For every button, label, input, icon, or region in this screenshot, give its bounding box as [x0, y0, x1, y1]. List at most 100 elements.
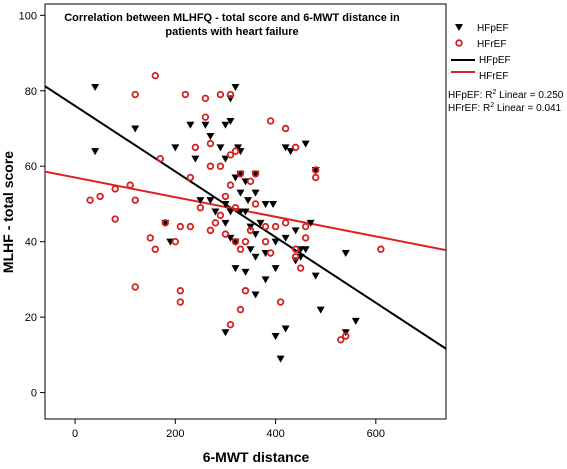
x-tick-label: 400	[266, 428, 284, 440]
data-point	[131, 283, 139, 291]
data-point	[191, 155, 200, 163]
data-point	[151, 245, 159, 253]
data-point	[111, 185, 119, 193]
data-point	[311, 166, 320, 174]
data-point	[186, 222, 195, 231]
data-point	[296, 264, 305, 272]
data-point	[191, 143, 200, 152]
data-point	[261, 276, 270, 284]
data-point	[291, 143, 300, 152]
data-point	[216, 211, 225, 219]
data-point	[291, 227, 300, 235]
hfref-r-squared-prefix: HFrEF: R	[448, 103, 490, 114]
legend-hfref-marker	[455, 39, 463, 47]
data-point	[221, 200, 230, 208]
y-tick-label: 60	[25, 161, 37, 173]
legend: HFpEF HFrEF HFpEF HFrEF HFpEF: R2 Linear…	[448, 23, 564, 114]
data-point	[186, 173, 195, 182]
data-point	[216, 162, 225, 170]
data-point	[231, 84, 240, 91]
y-axis-title: MLHF - total score	[0, 151, 16, 273]
data-point	[301, 246, 310, 254]
data-point	[281, 325, 290, 333]
data-point	[251, 231, 260, 239]
legend-hfpef-marker-label: HFpEF	[477, 23, 509, 34]
data-point	[221, 230, 230, 238]
fit-line-hfpef	[45, 85, 446, 350]
data-point	[231, 204, 240, 212]
data-point	[261, 200, 270, 208]
data-point	[246, 177, 255, 186]
data-point	[226, 117, 235, 125]
data-point	[342, 332, 350, 340]
x-tick-label: 200	[166, 428, 184, 440]
data-point	[291, 253, 300, 261]
data-point	[251, 170, 260, 178]
data-point	[206, 226, 215, 235]
hfref-r-squared: HFrEF: R2 Linear = 0.041	[448, 102, 562, 114]
data-point	[276, 355, 285, 363]
data-point	[251, 253, 260, 261]
y-tick-label: 100	[19, 10, 37, 22]
legend-hfref-marker-label: HFrEF	[477, 39, 506, 50]
data-point	[301, 140, 310, 148]
data-point	[261, 237, 270, 246]
data-point	[176, 298, 185, 306]
data-point	[221, 192, 230, 201]
data-point	[236, 245, 245, 253]
data-point	[221, 121, 230, 129]
data-point	[226, 90, 235, 99]
hfpef-r-squared-prefix: HFpEF: R	[448, 90, 492, 101]
hfpef-r-squared: HFpEF: R2 Linear = 0.250	[448, 89, 564, 101]
data-point	[171, 144, 180, 152]
data-point	[377, 245, 385, 253]
data-point	[286, 148, 295, 156]
data-point	[211, 219, 220, 227]
data-point	[236, 208, 245, 216]
data-point	[241, 287, 250, 295]
data-point	[181, 90, 190, 99]
data-point	[351, 317, 360, 325]
data-point	[311, 272, 320, 280]
data-point	[316, 306, 325, 314]
data-point	[206, 139, 215, 148]
hfref-r-squared-sup: 2	[490, 102, 494, 109]
series-hfref	[86, 71, 385, 344]
data-point	[281, 144, 290, 152]
data-point	[281, 219, 290, 227]
data-point	[126, 181, 134, 189]
data-point	[266, 117, 275, 125]
data-point	[221, 155, 230, 163]
data-point	[206, 197, 215, 205]
data-point	[176, 287, 185, 295]
hfpef-r-squared-sup: 2	[492, 89, 496, 96]
data-point	[306, 219, 315, 227]
data-point	[301, 222, 310, 231]
data-point	[176, 222, 185, 231]
data-point	[201, 94, 210, 103]
data-point	[131, 90, 139, 99]
data-point	[201, 113, 210, 121]
data-point	[226, 208, 235, 216]
y-axis: 0 20 40 60 80 100	[19, 10, 45, 400]
data-point	[241, 237, 250, 246]
data-point	[241, 208, 250, 216]
data-point	[186, 121, 195, 129]
data-point	[236, 170, 245, 178]
data-point	[251, 291, 260, 299]
x-tick-label: 0	[72, 428, 78, 440]
data-point	[337, 336, 345, 344]
chart-title-line-2: patients with heart failure	[165, 26, 298, 38]
data-point	[251, 200, 260, 208]
data-point	[91, 84, 100, 91]
legend-hfref-line-label: HFrEF	[479, 71, 508, 82]
data-point	[226, 320, 235, 329]
data-point	[236, 305, 245, 314]
data-point	[301, 234, 310, 242]
data-point	[221, 219, 230, 227]
data-point	[246, 246, 255, 254]
data-point	[91, 148, 100, 156]
x-axis-title: 6-MWT distance	[203, 449, 310, 465]
data-point	[271, 265, 280, 273]
data-point	[216, 144, 225, 152]
